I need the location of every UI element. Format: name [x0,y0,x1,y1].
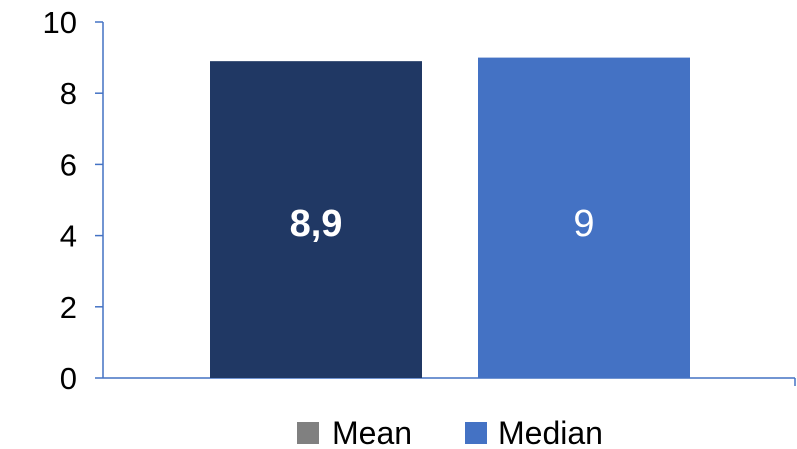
legend: Mean Median [297,415,603,449]
y-tick-label: 4 [60,219,77,254]
legend-swatch-mean [297,422,319,444]
data-label-mean: 8,9 [290,203,343,245]
bars [210,57,690,378]
y-tick-label: 6 [60,147,77,182]
data-label-median: 9 [573,203,594,245]
y-tick-label: 10 [43,5,77,40]
data-labels: 8,9 9 [290,203,595,245]
bar-median [478,57,690,378]
y-tick-label: 0 [60,361,77,396]
legend-label-median: Median [498,415,603,449]
legend-swatch-median [465,422,487,444]
legend-label-mean: Mean [332,415,412,449]
bar-mean [210,61,422,378]
y-tick-label: 8 [60,76,77,111]
y-tick-label: 2 [60,290,77,325]
y-tick-labels: 0 2 4 6 8 10 [43,5,77,396]
